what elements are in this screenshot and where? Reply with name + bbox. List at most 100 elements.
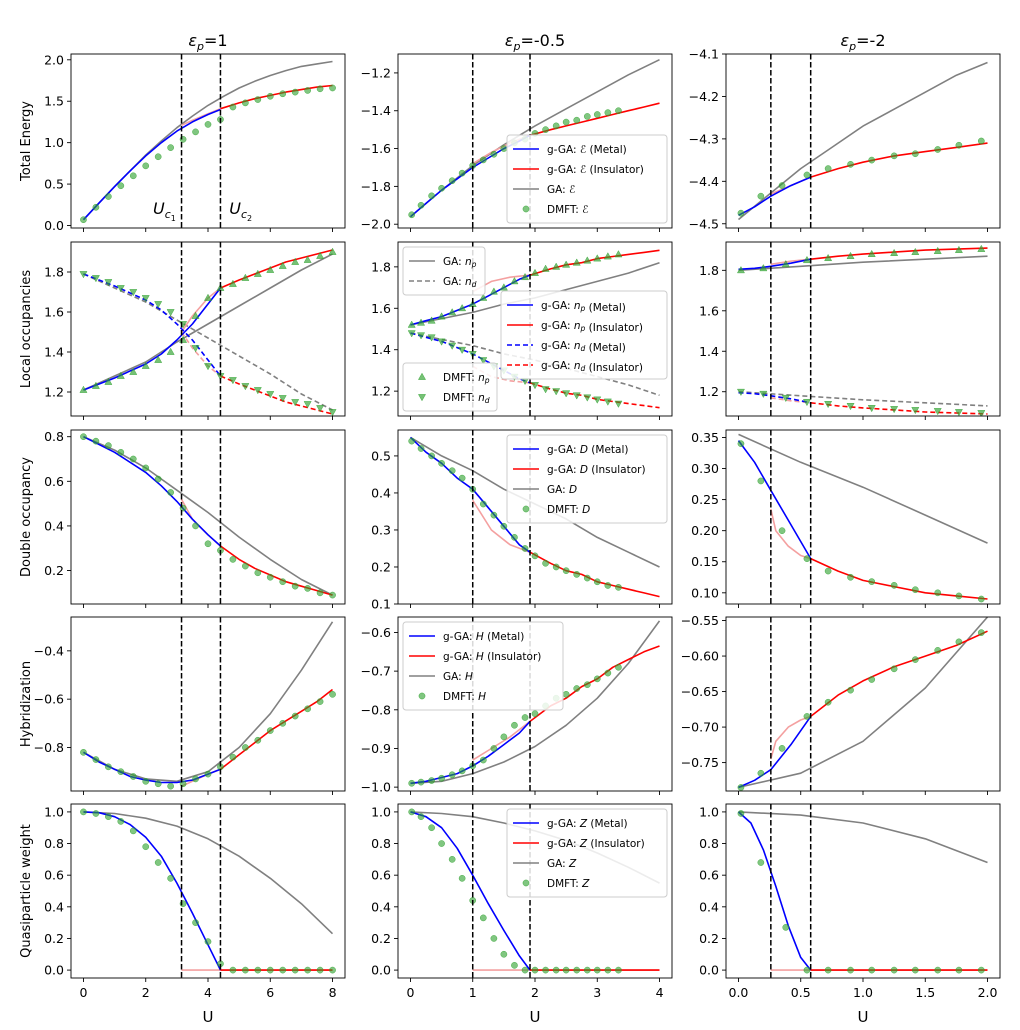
legend-label: g-GA: ℰ (Metal) xyxy=(547,144,627,156)
legend-label: g-GA: nd (Metal) xyxy=(541,340,626,354)
series-line-insulator xyxy=(810,557,988,600)
y-tick-label: 1.6 xyxy=(699,303,719,318)
data-point xyxy=(490,511,498,519)
x-axis-label: U xyxy=(530,1008,541,1026)
x-tick-label: 2 xyxy=(142,985,150,1000)
data-point xyxy=(824,567,832,575)
panel-r0-c2: −4.5 −4.4 −4.3 −4.2 −4.1 εp=-2 xyxy=(689,31,1001,232)
data-point xyxy=(542,966,549,974)
data-point xyxy=(479,914,487,922)
data-point xyxy=(615,107,622,115)
data-point xyxy=(583,966,591,974)
panel-r4-c2: 0.0 0.2 0.4 0.6 0.8 1.0 0.0 0.5 1.0 1.5 2.0 U xyxy=(699,803,1001,1026)
data-point xyxy=(228,279,237,287)
data-point xyxy=(417,778,425,786)
data-point xyxy=(737,440,745,448)
panel-r0-c0: 0.0 0.5 1.0 1.5 2.0 εp=1 Total Energy Uc1 Uc2 xyxy=(19,31,346,233)
legend-label: DMFT: nd xyxy=(443,392,490,405)
plot-area xyxy=(79,247,337,416)
data-point xyxy=(291,582,299,590)
data-point xyxy=(846,251,855,260)
series-line-insulator xyxy=(529,102,660,137)
series-line-ins_unstable xyxy=(472,720,531,761)
data-point xyxy=(934,589,942,597)
legend-marker xyxy=(417,372,427,380)
data-point xyxy=(604,966,612,974)
legend-label: DMFT: Z xyxy=(547,878,590,890)
x-axis-label: U xyxy=(858,1008,869,1026)
data-point xyxy=(154,780,162,788)
data-point xyxy=(142,464,150,472)
data-point xyxy=(91,275,100,283)
series-line-insulator xyxy=(220,375,333,415)
y-tick-label: −1.0 xyxy=(361,780,391,795)
data-point xyxy=(266,966,274,974)
series-line-ga xyxy=(738,255,988,272)
data-point xyxy=(499,283,508,291)
legend-label: GA: H xyxy=(443,671,473,683)
data-point xyxy=(824,698,832,706)
data-point xyxy=(802,398,811,407)
data-point xyxy=(542,559,549,567)
y-tick-label: 1.0 xyxy=(371,804,391,819)
data-point xyxy=(803,555,811,562)
data-point xyxy=(778,527,786,535)
y-tick-label: 0.6 xyxy=(44,474,64,489)
series-line-ga xyxy=(83,621,334,783)
x-tick-label: 1 xyxy=(469,985,477,1000)
y-tick-label: −0.65 xyxy=(681,684,719,699)
data-point xyxy=(407,330,416,338)
y-tick-label: 1.0 xyxy=(44,804,64,819)
panel-r1-c1: 1.2 1.4 1.6 1.8 GA: np GA: nd g-GA: np (Metal)… xyxy=(371,241,673,420)
y-tick-label: 0.2 xyxy=(699,931,719,946)
data-point xyxy=(615,583,622,591)
data-point xyxy=(890,406,899,414)
data-point xyxy=(278,395,287,403)
data-point xyxy=(129,773,137,780)
series-line-insulator xyxy=(220,249,333,289)
data-point xyxy=(954,245,963,253)
data-point xyxy=(167,489,174,496)
series-line-ga xyxy=(738,390,988,407)
data-point xyxy=(242,99,249,107)
data-point xyxy=(911,586,919,594)
data-point xyxy=(778,182,786,189)
data-point xyxy=(867,249,876,257)
panel-r4-c0: 0.0 0.2 0.4 0.6 0.8 1.0 0 2 4 6 8 Quasiparticle wei… xyxy=(19,803,346,1026)
data-point xyxy=(573,685,581,692)
data-point xyxy=(573,966,581,974)
y-tick-label: 1.2 xyxy=(371,384,391,399)
data-point xyxy=(757,769,765,777)
data-point xyxy=(824,401,833,409)
data-point xyxy=(304,966,311,974)
data-point xyxy=(417,445,425,452)
data-point xyxy=(847,686,854,694)
series-line-metal xyxy=(738,176,812,217)
data-point xyxy=(254,736,262,744)
data-point xyxy=(303,255,312,263)
y-tick-label: 0.4 xyxy=(44,518,64,533)
series-line-ins_unstable xyxy=(180,331,221,377)
plot-area xyxy=(80,808,336,974)
series-line-ga xyxy=(738,811,988,864)
data-point xyxy=(911,407,920,415)
data-point xyxy=(977,629,985,636)
critical-u-annotation: Uc1 xyxy=(153,199,176,223)
data-point xyxy=(279,90,287,98)
x-tick-label: 2.0 xyxy=(978,985,998,1000)
y-tick-label: 0.4 xyxy=(44,899,64,914)
data-point xyxy=(530,382,540,390)
data-point xyxy=(614,400,623,408)
data-point xyxy=(562,966,570,974)
y-tick-label: 0.30 xyxy=(691,461,719,476)
y-tick-label: −0.6 xyxy=(361,625,391,640)
data-point xyxy=(428,777,435,784)
y-tick-label: 0.35 xyxy=(691,430,719,445)
data-point xyxy=(593,396,602,404)
data-point xyxy=(541,264,550,272)
y-tick-label: −0.8 xyxy=(34,740,64,755)
column-title: εp=-0.5 xyxy=(505,31,565,53)
y-tick-label: 1.4 xyxy=(44,345,64,360)
axes-frame xyxy=(725,53,1001,229)
data-point xyxy=(573,116,581,124)
